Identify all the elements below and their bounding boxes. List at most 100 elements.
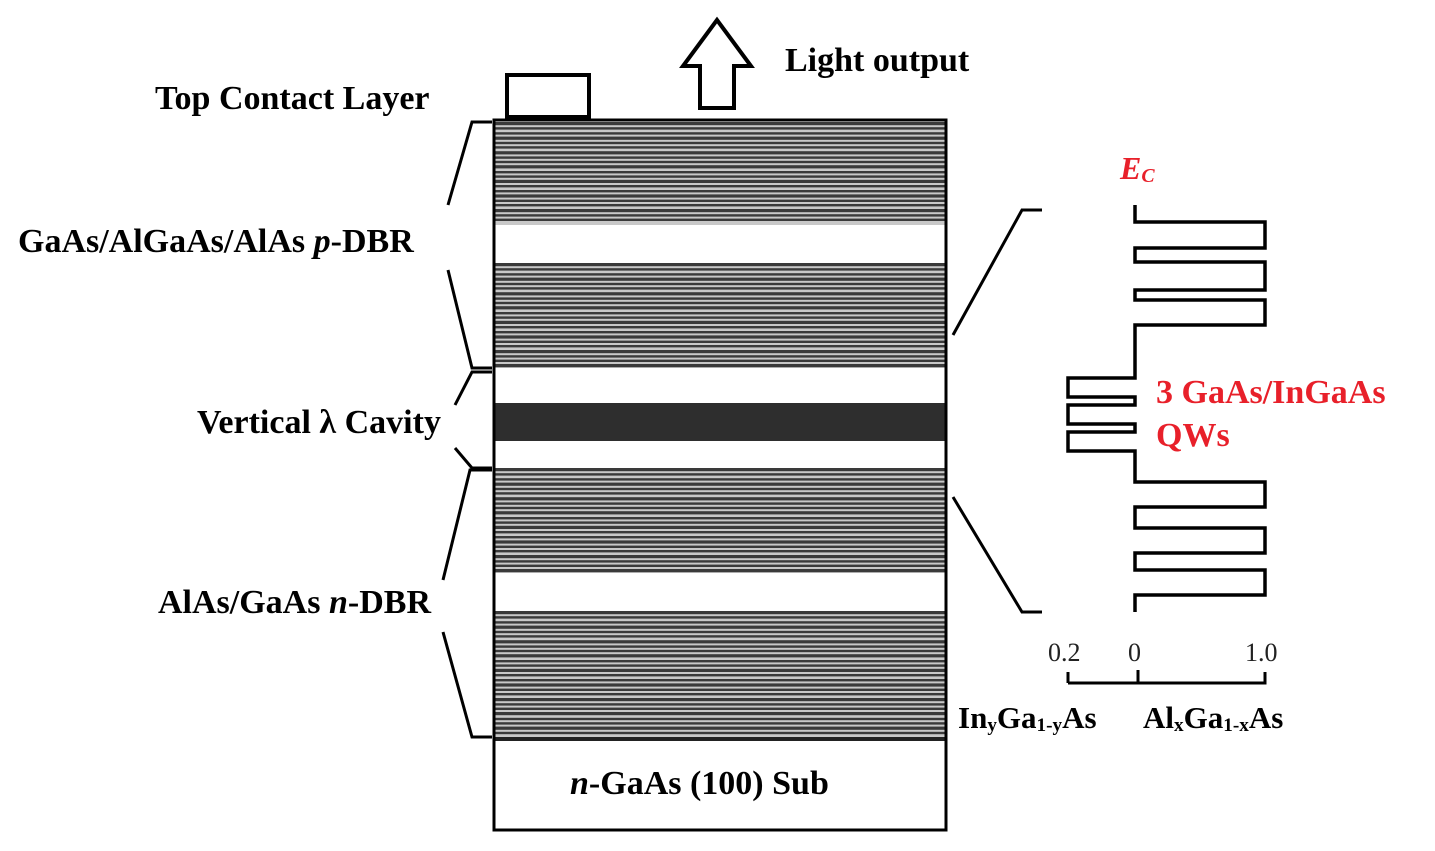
n-dbr-upper-stripe [494,502,946,505]
p-dbr-lower-stripe [494,331,946,334]
n-dbr-upper-stripe [494,482,946,486]
axis-right-a-sub: x [1174,714,1184,736]
p-dbr-lower-stripe [494,306,946,310]
substrate-interface [494,737,946,741]
composition-axis [1066,670,1267,685]
p-dbr-lower-stripe [494,312,946,315]
p-dbr-upper-stripe [494,141,946,145]
p-dbr-upper-stripe [494,175,946,178]
p-dbr-upper-stripe [494,165,946,169]
zoom-line-top [951,208,1042,336]
light-output-label: Light output [785,42,970,79]
stack-outline [492,118,948,832]
n-dbr-lower-stripe [494,668,946,672]
n-dbr-lower-stripe [494,616,946,619]
n-dbr-lower-stripe [494,731,946,735]
axis-left-a-sub: y [987,714,997,736]
n-dbr-upper-stripe [494,506,946,510]
n-dbr-upper-stripe [494,517,946,520]
n-dbr-upper-stripe [494,511,946,515]
axis-right-a: Al [1143,700,1174,735]
p-dbr-lower-stripe [494,316,946,319]
n-dbr-lower-stripe [494,688,946,691]
p-dbr-lower-stripe [494,297,946,300]
ec-label: EC [1120,152,1155,187]
active-region [494,403,946,441]
substrate-label-suffix: -GaAs (100) Sub [588,765,829,802]
p-dbr-bracket [446,120,492,370]
n-dbr-upper-stripe [494,536,946,539]
cavity-spacer-bottom [494,441,946,468]
p-dbr-lower-stripe [494,277,946,281]
substrate [494,741,946,830]
n-dbr-lower-stripe [494,717,946,721]
n-dbr-upper-stripe [494,545,946,548]
n-dbr-lower-stripe [494,635,946,638]
n-dbr-lower-stripe [494,611,946,615]
n-dbr-lower-stripe [494,703,946,706]
n-dbr-upper-stripe [494,550,946,553]
axis-right-b-sub: 1-x [1223,714,1249,736]
n-dbr-upper-stripe [494,492,946,495]
cavity-label: Vertical λ Cavity [197,404,441,441]
n-dbr-lower-stripe [494,693,946,696]
n-dbr-upper-stripe [494,569,946,573]
band-profile [1066,205,1267,612]
p-dbr-upper-stripe [494,190,946,193]
tick-label-right: 1.0 [1245,638,1278,667]
axis-left-b-sub: 1-y [1036,714,1063,736]
p-dbr-upper-stripe [494,171,946,174]
n-dbr-lower-stripe [494,645,946,648]
n-dbr-lower-stripe [494,726,946,730]
p-dbr-lower-stripe [494,282,946,286]
axis-left-a: In [958,700,988,735]
cavity-spacer-top [494,368,946,403]
p-dbr-lower-stripe [494,355,946,358]
n-dbr-upper-stripe [494,540,946,544]
zoom-line-bottom [951,496,1042,614]
n-dbr-lower-stripe [494,621,946,624]
p-dbr-upper-stripe [494,185,946,188]
axis-label-ingaas: InyGa1-yAs [958,702,1097,735]
p-dbr-lower-stripe [494,364,946,368]
p-dbr-lower-stripe [494,350,946,354]
substrate-label: n-GaAs (100) Sub [570,767,829,801]
n-dbr-lower-stripe [494,640,946,644]
p-dbr-upper-stripe [494,204,946,207]
p-dbr-upper-stripe [494,127,946,130]
p-dbr-lower-stripe [494,268,946,271]
n-dbr-lower-stripe [494,707,946,710]
p-dbr-lower-stripe [494,340,946,343]
n-dbr-lower-stripe [494,660,946,663]
p-dbr-upper-stripe [494,194,946,198]
n-dbr-upper-stripe [494,497,946,501]
cavity-bracket [453,370,492,470]
p-dbr-label-suffix: -DBR [330,223,414,260]
p-dbr-label: GaAs/AlGaAs/AlAs p-DBR [18,225,414,259]
n-dbr-upper-stripe [494,487,946,491]
p-dbr-label-prefix: GaAs/AlGaAs/AlAs [18,223,314,260]
n-dbr-upper-stripe [494,478,946,481]
p-dbr-upper-stripe [494,151,946,155]
n-dbr-upper-stripe [494,560,946,563]
n-dbr-lower-stripe [494,722,946,725]
p-dbr-lower-stripe [494,292,946,296]
n-dbr-lower-stripe [494,625,946,629]
p-dbr-upper-stripe [494,122,946,126]
n-dbr-label-suffix: -DBR [347,584,431,621]
p-dbr-lower-stripe [494,359,946,362]
n-dbr-upper-stripe [494,473,946,476]
n-dbr-lower-stripe [494,674,946,677]
axis-left-c: As [1062,700,1097,735]
top-contact-label: Top Contact Layer [155,80,430,117]
n-dbr-upper-stripe [494,564,946,567]
n-dbr-upper-stripe [494,555,946,559]
p-dbr-upper-stripe [494,209,946,213]
n-dbr-lower-stripe [494,654,946,658]
p-dbr-upper-stripe [494,146,946,149]
tick-label-left: 0.2 [1048,638,1081,667]
light-output-arrow [679,16,755,110]
n-dbr-upper-stripe [494,531,946,534]
